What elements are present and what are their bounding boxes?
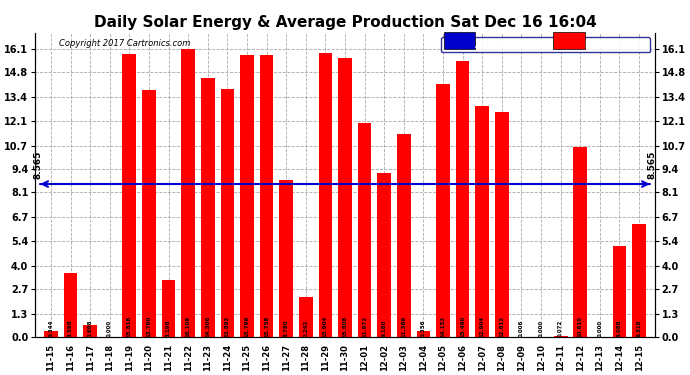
Bar: [495, 112, 509, 338]
Title: Daily Solar Energy & Average Production Sat Dec 16 16:04: Daily Solar Energy & Average Production …: [94, 15, 596, 30]
Text: 15.816: 15.816: [127, 315, 132, 337]
Text: 0.000: 0.000: [107, 320, 112, 337]
Text: 12.612: 12.612: [500, 316, 504, 337]
Bar: [573, 147, 587, 338]
Text: 0.072: 0.072: [558, 320, 563, 337]
Text: 13.892: 13.892: [225, 315, 230, 337]
Bar: [142, 90, 156, 338]
Text: 0.000: 0.000: [539, 320, 544, 337]
Bar: [279, 180, 293, 338]
Bar: [201, 78, 215, 338]
Text: 8.565: 8.565: [647, 150, 656, 178]
Text: 12.904: 12.904: [480, 315, 485, 337]
Text: 8.780: 8.780: [284, 319, 288, 337]
Text: 15.796: 15.796: [244, 315, 250, 337]
Text: 15.758: 15.758: [264, 315, 269, 337]
Text: 3.598: 3.598: [68, 319, 73, 337]
Text: 15.608: 15.608: [342, 315, 348, 337]
Bar: [613, 246, 627, 338]
Bar: [181, 49, 195, 338]
Text: 14.152: 14.152: [440, 315, 446, 337]
Text: 0.698: 0.698: [88, 319, 92, 337]
Bar: [259, 55, 273, 338]
Bar: [319, 53, 333, 338]
Bar: [377, 173, 391, 338]
Bar: [83, 325, 97, 338]
Bar: [397, 134, 411, 338]
Text: 11.972: 11.972: [362, 315, 367, 337]
Bar: [632, 224, 646, 338]
Legend: Average (kWh), Daily  (kWh): Average (kWh), Daily (kWh): [441, 38, 650, 52]
Text: 10.610: 10.610: [578, 316, 583, 337]
Bar: [221, 88, 234, 338]
Bar: [338, 58, 352, 338]
Text: 2.242: 2.242: [304, 320, 308, 337]
Bar: [436, 84, 450, 338]
Text: 15.460: 15.460: [460, 315, 465, 337]
Bar: [554, 336, 567, 338]
Bar: [417, 331, 431, 338]
Text: 15.904: 15.904: [323, 315, 328, 337]
Text: 0.000: 0.000: [598, 320, 602, 337]
Bar: [44, 331, 58, 338]
Text: 8.565: 8.565: [34, 150, 43, 178]
Text: 0.344: 0.344: [48, 319, 53, 337]
Text: 16.108: 16.108: [186, 315, 190, 337]
Bar: [299, 297, 313, 338]
Bar: [123, 54, 136, 338]
Text: 0.006: 0.006: [519, 320, 524, 337]
Text: 11.366: 11.366: [402, 315, 406, 337]
Text: 5.088: 5.088: [617, 319, 622, 337]
Text: 6.318: 6.318: [637, 319, 642, 337]
Text: 13.790: 13.790: [146, 315, 151, 337]
Bar: [456, 60, 469, 338]
Bar: [161, 280, 175, 338]
Bar: [357, 123, 371, 338]
Bar: [63, 273, 77, 338]
Text: 14.506: 14.506: [205, 315, 210, 337]
Bar: [475, 106, 489, 338]
Text: 9.180: 9.180: [382, 319, 386, 337]
Text: 3.198: 3.198: [166, 319, 171, 337]
Text: 0.356: 0.356: [421, 319, 426, 337]
Text: Copyright 2017 Cartronics.com: Copyright 2017 Cartronics.com: [59, 39, 190, 48]
Bar: [240, 54, 254, 338]
